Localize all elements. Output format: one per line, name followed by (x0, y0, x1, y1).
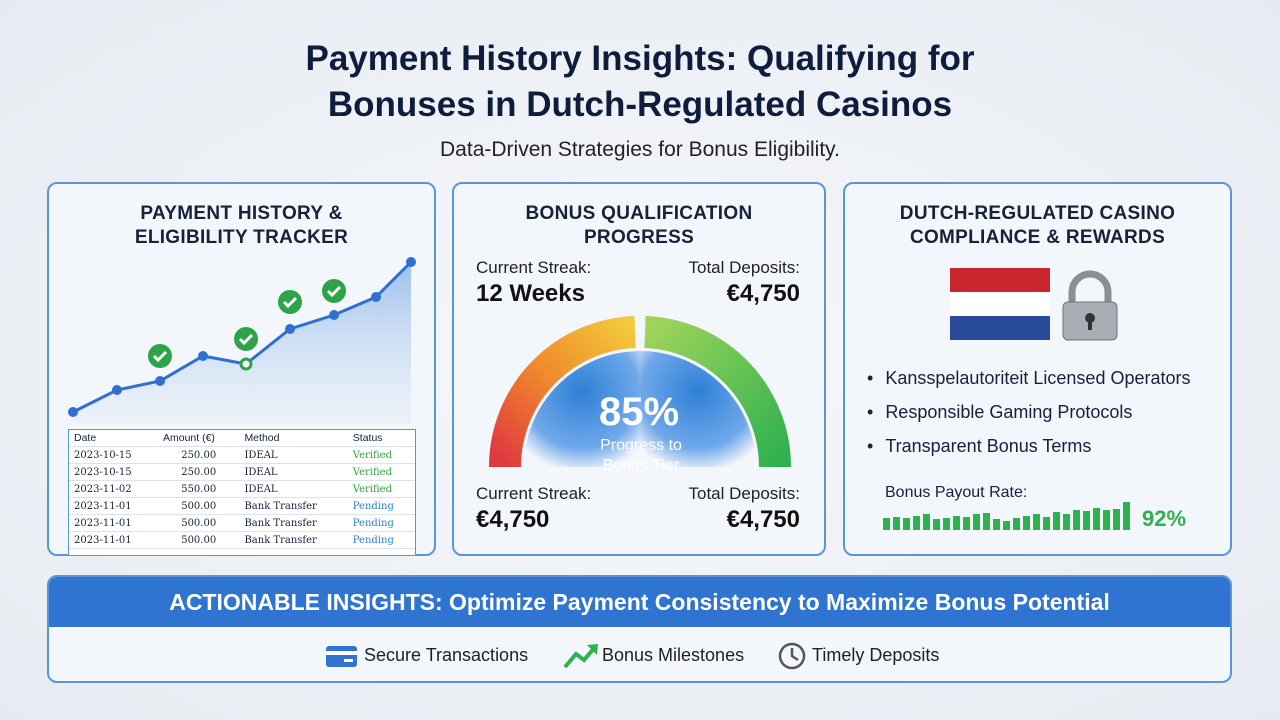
table-cell: 2023-10-15 (69, 446, 158, 464)
table-cell: 250.00 (157, 446, 240, 464)
gauge (489, 316, 791, 468)
compliance-panel: DUTCH-REGULATED CASINO COMPLIANCE & REWA… (843, 182, 1232, 556)
stat-value: 12 Weeks (476, 280, 585, 307)
stat-label: Total Deposits: (688, 258, 801, 277)
table-cell: Pending (347, 514, 415, 532)
payout-label: Bonus Payout Rate: (885, 484, 1028, 501)
card-icon (326, 646, 357, 667)
bullet-item: Responsible Gaming Protocols (867, 402, 1191, 423)
page-title: Payment History Insights: Qualifying for… (305, 39, 975, 124)
payment-table: Date Amount (€) Method Status 2023-10-15 250.… (69, 430, 415, 549)
table-cell: 2023-11-02 (69, 480, 158, 498)
insight-item: Bonus Milestones (602, 645, 745, 665)
gauge-arc-right (644, 316, 791, 468)
table-cell: 2023-11-01 (69, 497, 158, 515)
table-row: 2023-11-01 500.00 Bank Transfer Pending (69, 514, 415, 532)
flag-lock-icons (950, 268, 1118, 341)
panel-title: BONUS QUALIFICATION PROGRESS (525, 203, 753, 248)
table-row: 2023-11-01 500.00 Bank Transfer Pending (69, 531, 415, 549)
gauge-fill (640, 351, 756, 467)
trend-icon (563, 644, 598, 669)
insight-item: Secure Transactions (364, 645, 529, 665)
table-cell: IDEAL (239, 446, 348, 464)
table-cell: 2023-10-15 (69, 463, 158, 481)
table-cell: Pending (347, 497, 415, 515)
table-cell: 500.00 (157, 531, 240, 549)
table-row: 2023-11-02 550.00 IDEAL Verified (69, 480, 415, 498)
payment-table-wrap: Date Amount (€) Method Status 2023-10-15 250.… (68, 429, 416, 556)
stat-label: Current Streak: (476, 258, 592, 277)
panel-title: DUTCH-REGULATED CASINO COMPLIANCE & REWA… (899, 203, 1176, 248)
stat-value: €4,750 (726, 280, 800, 307)
subtitle: Data-Driven Strategies for Bonus Eligibi… (440, 138, 840, 161)
table-cell: Bank Transfer (239, 514, 348, 532)
insights-banner: ACTIONABLE INSIGHTS: Optimize Payment Co… (47, 575, 1232, 683)
column-header: Date (69, 430, 158, 447)
tracker-panel: PAYMENT HISTORY & ELIGIBILITY TRACKER Da… (47, 182, 436, 556)
table-cell: 2023-11-01 (69, 531, 158, 549)
table-cell: Bank Transfer (239, 497, 348, 515)
trend-points (68, 257, 416, 417)
bullet-item: Kansspelautoriteit Licensed Operators (867, 368, 1190, 389)
payout-bars (883, 502, 1130, 530)
column-header: Method (239, 430, 348, 447)
stat-value: €4,750 (726, 506, 800, 533)
insight-item: Timely Deposits (812, 645, 940, 665)
gauge-caption: Progress to Bonus Tier (600, 437, 682, 474)
table-cell: 500.00 (157, 514, 240, 532)
panel-title: PAYMENT HISTORY & ELIGIBILITY TRACKER (134, 203, 349, 248)
table-cell: 250.00 (157, 463, 240, 481)
bullet-item: Transparent Bonus Terms (867, 436, 1191, 457)
trend-chart (68, 257, 416, 424)
table-cell: Verified (347, 480, 415, 498)
column-header: Amount (€) (157, 430, 240, 447)
table-row: 2023-10-15 250.00 IDEAL Verified (69, 446, 415, 464)
clock-icon (778, 642, 806, 670)
payout-value: 92% (1142, 506, 1187, 531)
stat-label: Current Streak: (476, 484, 592, 503)
table-cell: Verified (347, 463, 415, 481)
insights-title: ACTIONABLE INSIGHTS: Optimize Payment Co… (49, 577, 1230, 627)
table-cell: 500.00 (157, 497, 240, 515)
table-cell: Verified (347, 446, 415, 464)
table-body: 2023-10-15 250.00 IDEAL Verified 2023-10-15 2… (69, 446, 415, 549)
progress-panel: BONUS QUALIFICATION PROGRESS Current Str… (452, 182, 826, 556)
table-cell: Pending (347, 531, 415, 549)
table-cell: IDEAL (239, 463, 348, 481)
check-badges (148, 279, 346, 368)
table-cell: 550.00 (157, 480, 240, 498)
table-cell: Bank Transfer (239, 531, 348, 549)
column-header: Status (347, 430, 415, 447)
table-header: Date Amount (€) Method Status (69, 430, 415, 447)
gauge-fill (524, 351, 640, 467)
stat-value: €4,750 (476, 506, 550, 533)
insight-icons (326, 642, 806, 670)
gauge-arc-left (489, 316, 636, 468)
stat-label: Total Deposits: (688, 484, 801, 503)
table-row: 2023-11-01 500.00 Bank Transfer Pending (69, 497, 415, 515)
bullet-list: Kansspelautoriteit Licensed Operators Res… (867, 368, 1191, 470)
table-row: 2023-10-15 250.00 IDEAL Verified (69, 463, 415, 481)
table-cell: 2023-11-01 (69, 514, 158, 532)
table-cell: IDEAL (239, 480, 348, 498)
gauge-value: 85% (598, 390, 680, 434)
